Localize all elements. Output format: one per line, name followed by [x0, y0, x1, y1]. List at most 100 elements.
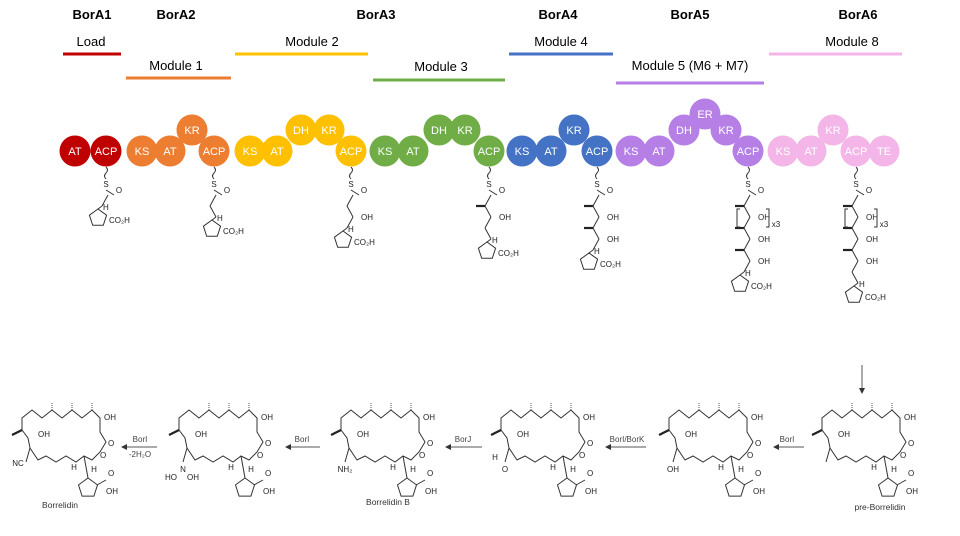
cyclopentane-ring	[333, 230, 353, 248]
hydrogen-label: H	[891, 465, 897, 474]
protein-label-bora1: BorA1	[72, 7, 111, 22]
hydrogen-label: H	[594, 247, 600, 256]
cyclopentane-ring	[730, 274, 750, 292]
hydroxyl-label: OH	[104, 413, 116, 422]
hydroxyl-label: OH	[838, 430, 850, 439]
oxygen-label: O	[908, 469, 914, 478]
domain-circle	[689, 98, 721, 130]
macrolactone-ring	[178, 409, 264, 463]
domain-circle	[817, 114, 849, 146]
domain-label: ACP	[340, 146, 363, 158]
cyclopentane-ring	[477, 241, 497, 259]
hydrogen-label: H	[91, 465, 97, 474]
domain-label: DH	[431, 125, 447, 137]
domain-label: AT	[68, 146, 82, 158]
carboxylic-acid-label: CO₂H	[109, 216, 130, 225]
macrolactone-ring	[500, 409, 586, 463]
domain-label: ACP	[845, 146, 868, 158]
domain-circle	[795, 135, 827, 167]
domain-at: AT	[535, 135, 567, 167]
hydroxyl-label: HO	[165, 473, 177, 482]
domain-at: AT	[643, 135, 675, 167]
domain-ks: KS	[126, 135, 158, 167]
reaction-note-label: -2H₂O	[129, 450, 151, 459]
protein-label-bora5: BorA5	[670, 7, 709, 22]
macrolactone-ring	[340, 409, 426, 463]
hydrogen-label: H	[718, 463, 724, 472]
carboxylic-acid-label: CO₂H	[600, 260, 621, 269]
sulfur-label: S	[348, 180, 353, 189]
enzyme-label: BorJ	[455, 435, 471, 444]
hydrogen-label: H	[248, 465, 254, 474]
domain-label: KS	[243, 146, 258, 158]
domain-at: AT	[154, 135, 186, 167]
hydrogen-label: H	[492, 236, 498, 245]
domain-label: AT	[652, 146, 666, 158]
ester-oxygen-label: O	[100, 451, 106, 460]
module-label: Module 3	[414, 59, 467, 74]
domain-circle	[615, 135, 647, 167]
domain-kr: KR	[710, 114, 742, 146]
domain-label: DH	[293, 125, 309, 137]
domain-kr: KR	[313, 114, 345, 146]
carboxylic-acid-label: CO₂H	[498, 249, 519, 258]
domain-circle	[668, 114, 700, 146]
domain-ks: KS	[369, 135, 401, 167]
domain-label: DH	[676, 125, 692, 137]
cyclopentane-ring	[724, 477, 746, 497]
hydroxyl-label: OH	[758, 235, 770, 244]
hydroxyl-label: OH	[904, 413, 916, 422]
sulfur-label: S	[211, 180, 216, 189]
hydroxyl-label: OH	[607, 235, 619, 244]
domain-circle	[369, 135, 401, 167]
hydrogen-label: H	[859, 280, 865, 289]
repeat-x3-label: x3	[772, 220, 781, 229]
reaction-step: BorI/BorK	[605, 435, 646, 450]
ester-oxygen-label: O	[257, 451, 263, 460]
cyclopentane-ring	[579, 252, 599, 270]
oxygen-label: O	[499, 186, 505, 195]
domain-circle	[767, 135, 799, 167]
carboxylic-acid-label: CO₂H	[354, 238, 375, 247]
hydroxyl-label: OH	[38, 430, 50, 439]
domain-circle	[198, 135, 230, 167]
acid-hydroxyl-label: OH	[753, 487, 765, 496]
domain-circle	[234, 135, 266, 167]
domain-label: AT	[406, 146, 420, 158]
oxygen-label: O	[265, 439, 271, 448]
protein-label-bora4: BorA4	[538, 7, 578, 22]
reaction-step: BorI	[773, 435, 804, 450]
domain-circle	[710, 114, 742, 146]
domain-label: ACP	[478, 146, 501, 158]
domain-circle	[285, 114, 317, 146]
domain-label: KS	[624, 146, 639, 158]
cyclopentane-ring	[556, 477, 578, 497]
enzyme-label: BorI	[133, 435, 148, 444]
domain-circle	[449, 114, 481, 146]
hydrogen-label: H	[228, 463, 234, 472]
hydrogen-label: H	[871, 463, 877, 472]
domain-label: ER	[697, 109, 712, 121]
macrolactone-ring	[668, 409, 754, 463]
domain-circle	[473, 135, 505, 167]
hydrogen-label: H	[103, 203, 109, 212]
nitrogen-label: N	[180, 465, 186, 474]
oxygen-label: O	[108, 469, 114, 478]
domain-label: ACP	[95, 146, 118, 158]
domain-circle	[59, 135, 91, 167]
domain-acp: ACP	[198, 135, 230, 167]
domain-kr: KR	[176, 114, 208, 146]
oxygen-label: O	[755, 439, 761, 448]
domain-circle	[643, 135, 675, 167]
domain-dh: DH	[285, 114, 317, 146]
